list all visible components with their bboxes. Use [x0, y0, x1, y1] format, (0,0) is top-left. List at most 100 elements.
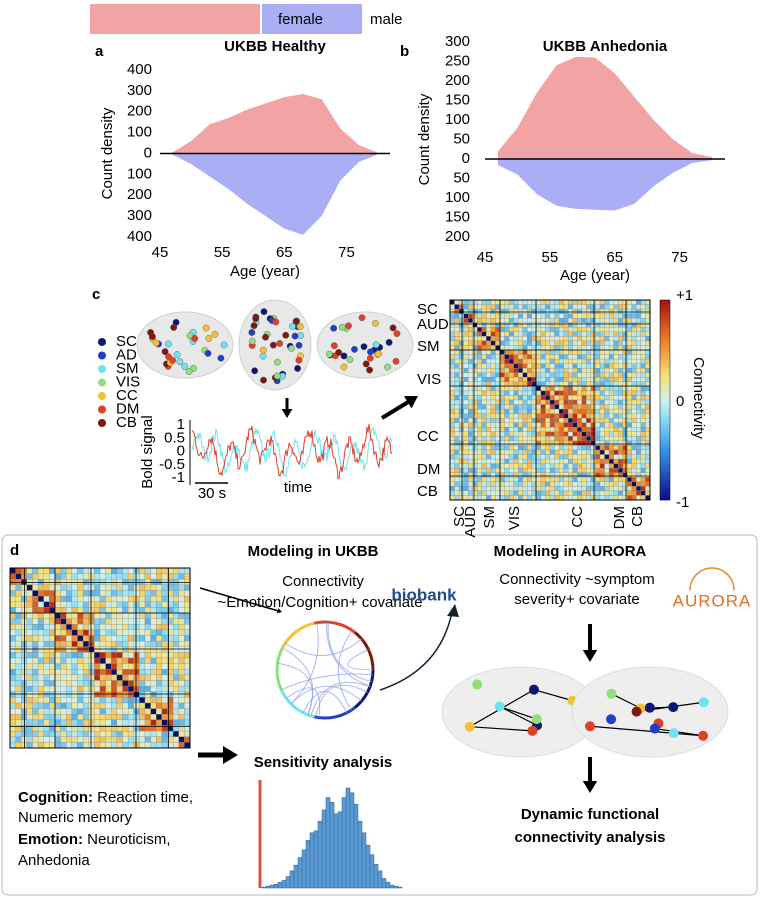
heatmap-cell — [116, 590, 123, 597]
heatmap-cell — [590, 318, 596, 323]
heatmap-cell — [94, 652, 101, 659]
heatmap-cell — [495, 468, 501, 473]
heatmap-cell — [495, 313, 501, 319]
heatmap-cell — [122, 714, 129, 721]
heatmap-cell — [527, 431, 532, 437]
heatmap-cell — [586, 404, 592, 410]
heatmap-cell — [622, 422, 628, 428]
heatmap-cell — [645, 463, 651, 469]
network-dot — [98, 392, 106, 400]
heatmap-cell — [172, 618, 179, 625]
brain-node — [606, 714, 617, 725]
heatmap-cell — [463, 318, 469, 323]
heatmap-cell — [563, 422, 569, 428]
heatmap-cell — [156, 719, 163, 726]
heatmap-cell — [645, 399, 651, 405]
heatmap-cell — [99, 714, 106, 721]
brain-node — [252, 315, 260, 322]
heatmap-cell — [9, 674, 16, 681]
heatmap-cell — [613, 358, 619, 364]
brain-node — [385, 338, 393, 346]
heatmap-cell — [105, 629, 112, 636]
heatmap-cell — [495, 477, 501, 482]
heatmap-cell — [43, 584, 50, 591]
heatmap-cell — [549, 413, 555, 419]
circle-arc — [280, 621, 315, 650]
heatmap-cell — [490, 327, 496, 332]
heatmap-cell — [111, 595, 118, 602]
heatmap-cell — [77, 730, 84, 737]
heatmap-cell — [518, 313, 523, 319]
legend-female: female — [278, 11, 323, 28]
heatmap-cell — [37, 663, 44, 670]
heatmap-cell — [640, 431, 646, 437]
heatmap-cell — [49, 657, 56, 664]
heatmap-cell — [640, 349, 646, 355]
heatmap-cell — [618, 399, 623, 405]
heatmap-cell — [545, 304, 551, 310]
x-tick-label: 55 — [214, 244, 231, 261]
heatmap-cell — [631, 463, 637, 469]
heatmap-cell — [116, 742, 123, 749]
heatmap-cell — [568, 463, 573, 469]
heatmap-cell — [26, 607, 33, 614]
heatmap-cell — [449, 318, 455, 323]
heatmap-cell — [508, 354, 514, 360]
heatmap-cell — [37, 685, 44, 692]
heatmap-cell — [150, 573, 157, 580]
heatmap-cell — [477, 495, 482, 501]
heatmap-cell — [622, 495, 628, 501]
heatmap-cell — [563, 363, 569, 369]
heatmap-cell — [32, 590, 39, 597]
heatmap-cell — [77, 669, 84, 676]
heatmap-cell — [481, 413, 487, 419]
heatmap-cell — [144, 697, 151, 704]
heatmap-cell — [513, 458, 519, 464]
heatmap-cell — [645, 336, 651, 342]
heatmap-cell — [586, 413, 592, 419]
heatmap-cell — [527, 327, 532, 332]
heatmap-cell — [54, 640, 61, 647]
heatmap-cell — [645, 413, 651, 419]
heatmap-cell — [454, 458, 460, 464]
heatmap-cell — [156, 652, 163, 659]
heatmap-cell — [71, 697, 78, 704]
heatmap-cell — [613, 495, 619, 501]
heatmap-cell — [37, 742, 44, 749]
heatmap-cell — [522, 495, 528, 501]
heatmap-cell — [563, 495, 569, 501]
brain-node — [360, 343, 368, 351]
histogram-bar — [329, 802, 335, 889]
heatmap-cell — [536, 336, 542, 342]
heatmap-cell — [586, 377, 592, 382]
heatmap-cell — [116, 624, 123, 631]
heatmap-cell — [139, 736, 146, 743]
matrix-col-label: DM — [611, 506, 628, 529]
heatmap-cell — [508, 304, 514, 310]
heatmap-cell — [586, 304, 592, 310]
heatmap-cell — [522, 313, 528, 319]
heatmap-cell — [449, 386, 455, 392]
heatmap-cell — [477, 440, 482, 446]
heatmap-cell — [26, 584, 33, 591]
heatmap-cell — [468, 413, 473, 419]
heatmap-cell — [184, 697, 191, 704]
heatmap-cell — [599, 358, 605, 364]
heatmap-cell — [586, 486, 592, 492]
heatmap-cell — [508, 449, 514, 455]
heatmap-cell — [622, 440, 628, 446]
heatmap-cell — [481, 490, 487, 496]
colorbar-step — [660, 348, 670, 353]
heatmap-cell — [545, 313, 551, 319]
heatmap-cell — [513, 363, 519, 369]
heatmap-cell — [586, 331, 592, 337]
heatmap-cell — [32, 607, 39, 614]
heatmap-cell — [43, 714, 50, 721]
heatmap-cell — [608, 313, 614, 319]
heatmap-cell — [627, 490, 632, 496]
heatmap-cell — [463, 481, 469, 487]
signal-tick: -0.5 — [159, 456, 185, 473]
heatmap-cell — [178, 652, 185, 659]
heatmap-cell — [618, 477, 623, 482]
heatmap-cell — [99, 618, 106, 625]
